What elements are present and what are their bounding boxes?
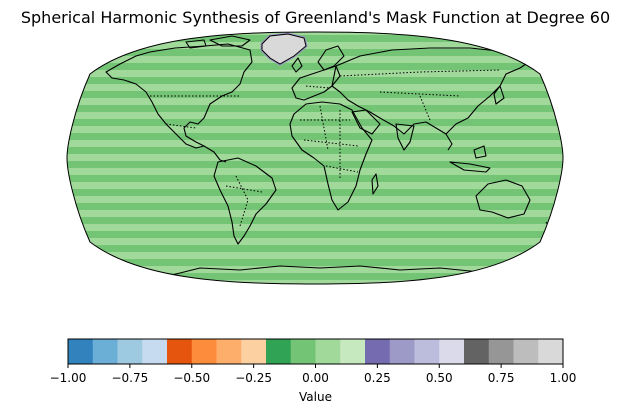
colorbar-tick-label: 0.50 [426, 371, 453, 385]
colorbar-segment [315, 339, 341, 364]
colorbar-segment [142, 339, 168, 364]
colorbar-segment [68, 339, 94, 364]
colorbar-segment [513, 339, 539, 364]
colorbar-segment [290, 339, 316, 364]
colorbar-tick-label: −0.50 [173, 371, 210, 385]
colorbar [68, 339, 564, 364]
colorbar-segment [117, 339, 143, 364]
colorbar-ticks: −1.00 −0.75 −0.50 −0.25 0.00 0.25 0.50 0.75 1.00 [50, 364, 577, 385]
colorbar-segment [266, 339, 292, 364]
colorbar-tick-label: 1.00 [550, 371, 577, 385]
colorbar-tick-label: 0.25 [364, 371, 391, 385]
colorbar-tick-label: 0.75 [488, 371, 515, 385]
colorbar-segment [538, 339, 564, 364]
colorbar-segment [488, 339, 514, 364]
colorbar-segment [92, 339, 118, 364]
colorbar-tick-label: −0.25 [235, 371, 272, 385]
colorbar-segment [216, 339, 242, 364]
colorbar-segment [389, 339, 415, 364]
colorbar-segment [340, 339, 366, 364]
colorbar-segment [191, 339, 217, 364]
greenland-region [260, 32, 308, 66]
colorbar-segment [464, 339, 490, 364]
map-boundary [66, 31, 564, 285]
colorbar-tick-label: 0.00 [302, 371, 329, 385]
map-field [67, 32, 563, 284]
colorbar-segment [414, 339, 440, 364]
colorbar-label: Value [299, 390, 332, 404]
colorbar-segment [365, 339, 391, 364]
colorbar-segment [241, 339, 267, 364]
country-borders [150, 69, 501, 227]
colorbar-tick-label: −1.00 [50, 371, 87, 385]
colorbar-segment [439, 339, 465, 364]
colorbar-tick-label: −0.75 [111, 371, 148, 385]
colorbar-segment [167, 339, 193, 364]
map-title: Spherical Harmonic Synthesis of Greenlan… [20, 8, 611, 27]
